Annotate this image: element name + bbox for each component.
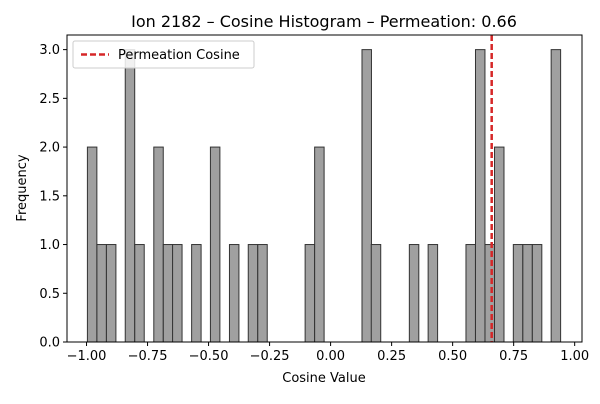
y-axis-label: Frequency bbox=[15, 154, 30, 221]
y-tick-label: 1.0 bbox=[39, 238, 60, 253]
histogram-bar bbox=[465, 244, 476, 343]
histogram-bar bbox=[550, 49, 562, 343]
histogram-bar bbox=[162, 244, 174, 343]
x-tick-label: 0.25 bbox=[377, 349, 406, 364]
histogram-bar bbox=[484, 244, 495, 343]
y-tick-label: 3.0 bbox=[39, 43, 60, 58]
y-tick-label: 2.5 bbox=[39, 92, 60, 107]
histogram-bar bbox=[512, 244, 524, 343]
legend-box bbox=[72, 40, 255, 69]
histogram-bar bbox=[304, 244, 316, 343]
legend: Permeation Cosine bbox=[72, 40, 255, 69]
x-axis-ticks: −1.00 −0.75 −0.50 −0.25 0.00 0.25 0.50 0.75 1.00 bbox=[67, 342, 589, 364]
legend-entry-label: Permeation Cosine bbox=[118, 48, 240, 63]
x-tick-label: 1.00 bbox=[560, 349, 589, 364]
histogram-bar bbox=[474, 49, 486, 343]
histogram-bar bbox=[124, 49, 136, 343]
histogram-bar bbox=[105, 244, 117, 343]
x-tick-label: 0.75 bbox=[499, 349, 528, 364]
y-tick-label: 0.0 bbox=[39, 336, 60, 351]
x-tick-label: 0.50 bbox=[438, 349, 467, 364]
x-tick-label: −1.00 bbox=[67, 349, 107, 364]
histogram-bar bbox=[172, 244, 183, 343]
histogram-bar bbox=[531, 244, 543, 343]
histogram-bar bbox=[96, 244, 107, 343]
histogram-bar bbox=[209, 146, 221, 343]
histogram-bar bbox=[228, 244, 240, 343]
histogram-bar bbox=[408, 244, 420, 343]
x-tick-label: −0.25 bbox=[250, 349, 290, 364]
y-tick-label: 2.0 bbox=[39, 141, 60, 156]
x-tick-label: −0.75 bbox=[128, 349, 168, 364]
histogram-bar bbox=[370, 244, 382, 343]
histogram-bar bbox=[494, 146, 505, 343]
histogram-bar bbox=[522, 244, 533, 343]
histogram-bar bbox=[153, 146, 164, 343]
histogram-bar bbox=[427, 244, 439, 343]
histogram-bar bbox=[191, 244, 202, 343]
plot-frame bbox=[66, 34, 583, 343]
y-axis-ticks: 0.0 0.5 1.0 1.5 2.0 2.5 3.0 bbox=[39, 43, 67, 351]
histogram-bar bbox=[247, 244, 259, 343]
histogram-bar bbox=[361, 49, 372, 343]
chart-title: Ion 2182 – Cosine Histogram – Permeation… bbox=[131, 12, 517, 31]
x-tick-label: −0.50 bbox=[189, 349, 229, 364]
histogram-bar bbox=[314, 146, 325, 343]
y-tick-label: 0.5 bbox=[39, 287, 60, 302]
x-axis-label: Cosine Value bbox=[282, 371, 365, 386]
histogram-bar bbox=[86, 146, 98, 343]
x-tick-label: 0.00 bbox=[316, 349, 345, 364]
histogram-bar bbox=[134, 244, 145, 343]
y-tick-label: 1.5 bbox=[39, 189, 60, 204]
histogram-bar bbox=[257, 244, 268, 343]
